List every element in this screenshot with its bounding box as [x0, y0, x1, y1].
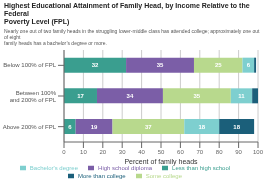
svg-text:60: 60 — [177, 149, 184, 155]
html-text:Nearly one out of two family h: Nearly one out of two family heads in th… — [4, 28, 261, 46]
svg-text:Between 100%and 200% of FPL: Between 100%and 200% of FPL — [10, 90, 57, 103]
svg-text:18: 18 — [198, 124, 205, 130]
html-text:Bachelor's degree: Bachelor's degree — [29, 165, 78, 171]
html-text:Some college: Some college — [145, 173, 182, 179]
html-text:High school diploma: High school diploma — [98, 165, 153, 171]
svg-text:Below 100% of FPL: Below 100% of FPL — [8, 62, 57, 68]
svg-text:10: 10 — [80, 149, 87, 155]
svg-text:80: 80 — [216, 149, 223, 155]
svg-text:40: 40 — [138, 149, 145, 155]
svg-text:30: 30 — [119, 149, 126, 155]
svg-text:35: 35 — [194, 93, 201, 99]
svg-text:Above 200% of FPL: Above 200% of FPL — [8, 124, 57, 130]
svg-text:90: 90 — [235, 149, 242, 155]
svg-text:11: 11 — [238, 93, 245, 99]
html-text:Highest Educational Attainment: Highest Educational Attainment of Family… — [4, 2, 252, 25]
svg-text:19: 19 — [91, 124, 98, 130]
svg-text:17: 17 — [77, 93, 84, 99]
svg-text:25: 25 — [215, 62, 222, 68]
svg-text:18: 18 — [233, 124, 240, 130]
svg-text:50: 50 — [158, 149, 165, 155]
svg-text:Percent of family heads: Percent of family heads — [124, 158, 198, 166]
svg-text:6: 6 — [68, 124, 72, 130]
svg-text:100: 100 — [253, 149, 260, 155]
svg-text:37: 37 — [145, 124, 152, 130]
html-text:Less than high school: Less than high school — [172, 165, 231, 171]
svg-text:32: 32 — [92, 62, 99, 68]
svg-text:70: 70 — [196, 149, 203, 155]
svg-text:6: 6 — [247, 62, 251, 68]
svg-text:34: 34 — [127, 93, 134, 99]
svg-text:35: 35 — [157, 62, 164, 68]
svg-text:20: 20 — [99, 149, 106, 155]
html-text:More than college: More than college — [78, 173, 126, 179]
svg-text:0: 0 — [62, 149, 66, 155]
